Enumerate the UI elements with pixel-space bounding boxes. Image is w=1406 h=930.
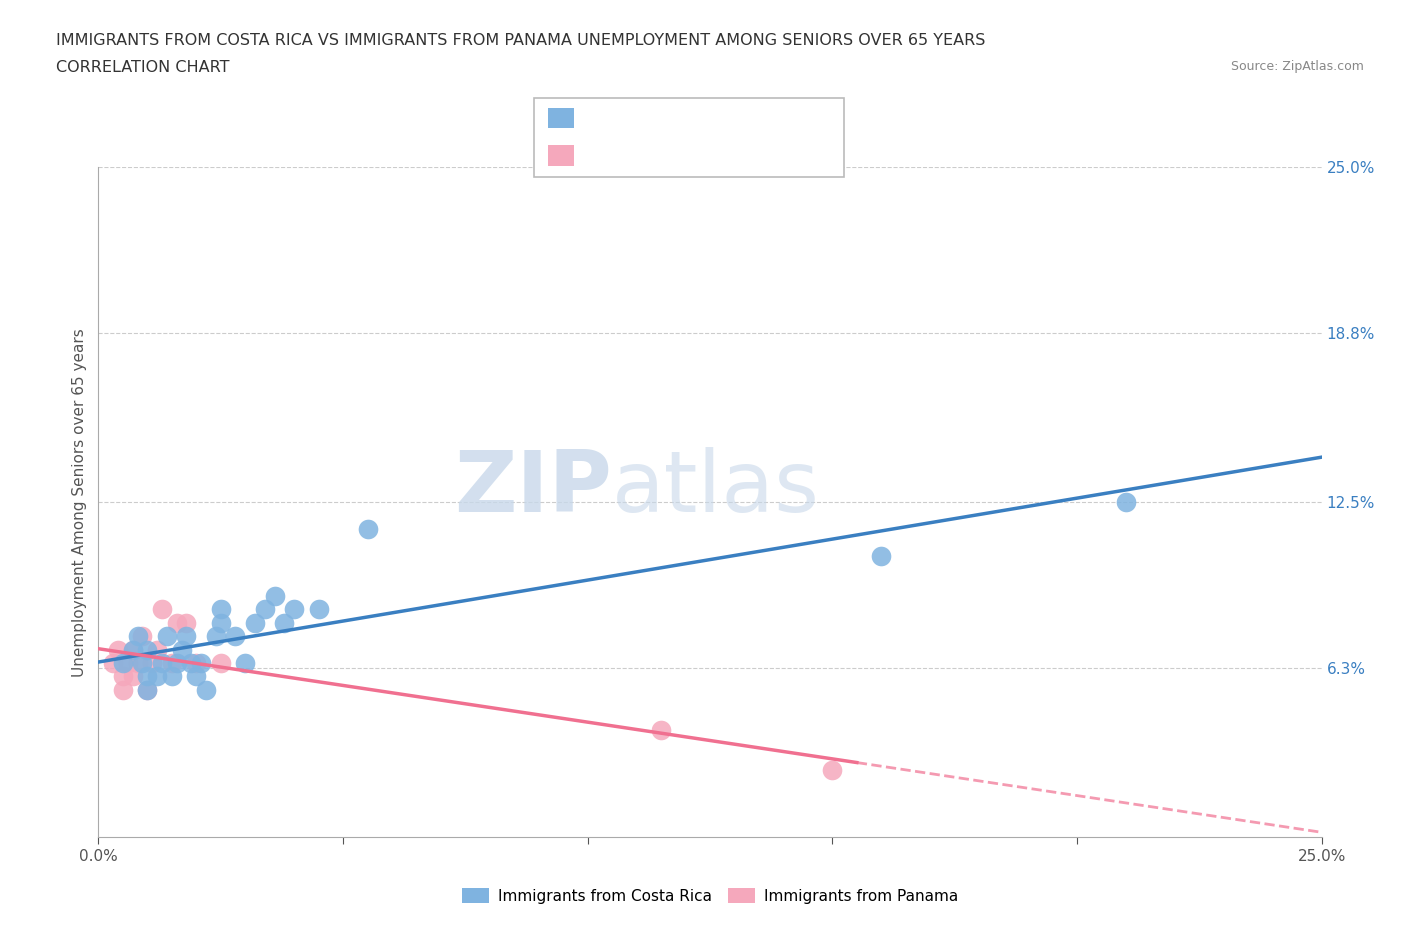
Point — [156, 629, 179, 644]
Point — [121, 669, 143, 684]
Text: N =: N = — [703, 109, 740, 127]
Point — [131, 656, 153, 671]
Point — [356, 522, 378, 537]
Point — [170, 642, 193, 657]
Point — [209, 656, 232, 671]
Point — [186, 656, 208, 671]
Text: IMMIGRANTS FROM COSTA RICA VS IMMIGRANTS FROM PANAMA UNEMPLOYMENT AMONG SENIORS : IMMIGRANTS FROM COSTA RICA VS IMMIGRANTS… — [56, 33, 986, 47]
Point — [176, 629, 198, 644]
Point — [111, 669, 134, 684]
Text: -0.149: -0.149 — [630, 146, 689, 165]
Text: 0.121: 0.121 — [630, 109, 682, 127]
Point — [308, 602, 330, 617]
Point — [195, 683, 218, 698]
Text: 20: 20 — [752, 146, 775, 165]
Point — [190, 656, 212, 671]
Point — [243, 616, 266, 631]
Text: atlas: atlas — [612, 447, 820, 530]
Point — [146, 642, 169, 657]
Point — [127, 629, 149, 644]
Point — [131, 629, 153, 644]
Point — [121, 642, 143, 657]
Legend: Immigrants from Costa Rica, Immigrants from Panama: Immigrants from Costa Rica, Immigrants f… — [456, 882, 965, 910]
Point — [209, 602, 232, 617]
Point — [273, 616, 295, 631]
Point — [166, 656, 188, 671]
Point — [136, 642, 159, 657]
Point — [1115, 495, 1137, 510]
Text: 32: 32 — [752, 109, 776, 127]
Point — [111, 683, 134, 698]
Point — [101, 656, 124, 671]
Point — [205, 629, 228, 644]
Point — [160, 656, 183, 671]
Text: CORRELATION CHART: CORRELATION CHART — [56, 60, 229, 75]
Point — [870, 549, 893, 564]
Point — [146, 669, 169, 684]
Point — [150, 602, 173, 617]
Point — [233, 656, 256, 671]
Point — [141, 656, 163, 671]
Point — [166, 616, 188, 631]
Point — [253, 602, 276, 617]
Y-axis label: Unemployment Among Seniors over 65 years: Unemployment Among Seniors over 65 years — [72, 328, 87, 677]
Text: R =: R = — [583, 109, 620, 127]
Point — [136, 669, 159, 684]
Point — [117, 656, 139, 671]
Point — [111, 656, 134, 671]
Point — [150, 656, 173, 671]
Point — [107, 642, 129, 657]
Point — [186, 669, 208, 684]
Point — [650, 723, 672, 737]
Point — [121, 642, 143, 657]
Text: Source: ZipAtlas.com: Source: ZipAtlas.com — [1230, 60, 1364, 73]
Point — [160, 669, 183, 684]
Point — [136, 683, 159, 698]
Text: ZIP: ZIP — [454, 447, 612, 530]
Point — [136, 683, 159, 698]
Point — [821, 763, 844, 777]
Point — [209, 616, 232, 631]
Point — [180, 656, 202, 671]
Point — [283, 602, 305, 617]
Point — [176, 616, 198, 631]
Text: N =: N = — [703, 146, 740, 165]
Point — [127, 656, 149, 671]
Text: R =: R = — [583, 146, 620, 165]
Point — [224, 629, 246, 644]
Point — [263, 589, 285, 604]
